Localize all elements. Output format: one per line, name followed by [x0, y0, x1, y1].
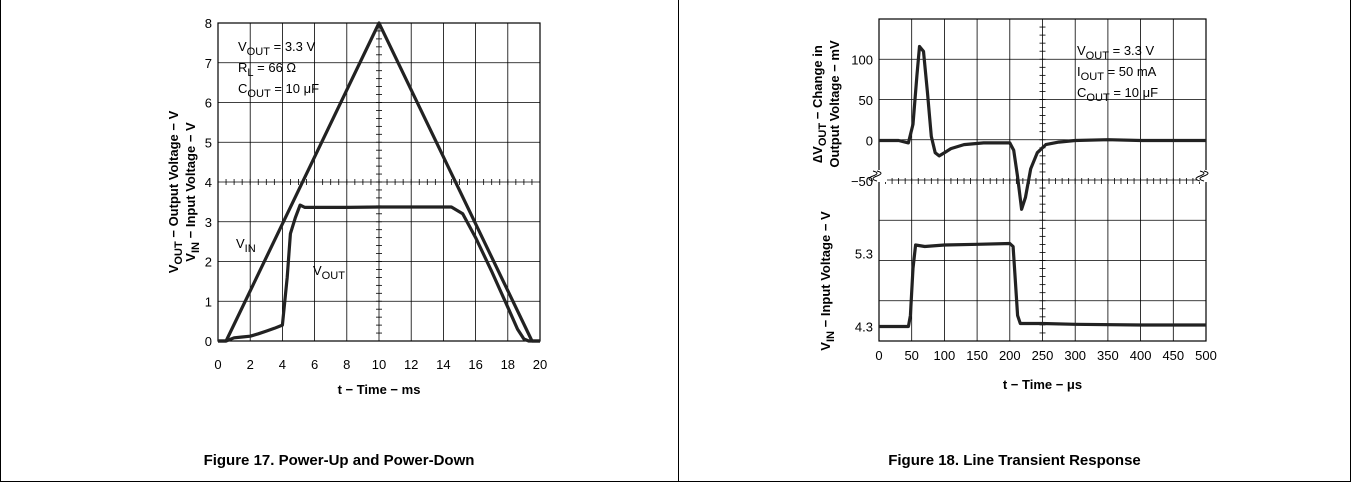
x-tick-label: 10: [372, 357, 386, 372]
x-tick-label: 200: [999, 348, 1021, 363]
x-tick-label: 20: [533, 357, 547, 372]
y-tick-label-top: −50: [851, 174, 873, 189]
x-tick-label: 400: [1130, 348, 1152, 363]
y-tick-label: 0: [205, 334, 212, 349]
x-tick-label: 8: [343, 357, 350, 372]
vin-line: [879, 241, 1206, 329]
x-tick-label: 350: [1097, 348, 1119, 363]
bottom-y-axis-label-text: VIN − Input Voltage − V: [818, 211, 837, 351]
x-tick-label: 300: [1064, 348, 1086, 363]
y-tick-label: 4: [205, 175, 212, 190]
x-tick-label: 250: [1032, 348, 1054, 363]
figure-17-caption: Figure 17. Power-Up and Power-Down: [203, 452, 475, 469]
x-tick-label: 14: [436, 357, 450, 372]
x-tick-label: 12: [404, 357, 418, 372]
x-tick-label: 50: [904, 348, 918, 363]
annotation: COUT = 10 μF: [238, 81, 319, 100]
y-tick-label-bottom: 5.3: [855, 247, 873, 262]
y-tick-label-top: 100: [851, 53, 873, 68]
y-tick-label: 3: [205, 215, 212, 230]
vout-line: [218, 203, 540, 343]
x-tick-label: 16: [468, 357, 482, 372]
figure-17-frame: [0, 0, 678, 482]
axis-break-mark: [872, 170, 882, 182]
x-tick-label: 450: [1162, 348, 1184, 363]
series-label-vin: VIN: [236, 236, 256, 255]
top-y-axis-label-line1: ∆VOUT − Change in: [810, 45, 829, 163]
annotation: COUT = 10 μF: [1077, 85, 1158, 104]
y-axis-label-line2: VIN − Input Voltage − V: [183, 122, 202, 262]
axis-break-mark: [1195, 170, 1205, 182]
x-tick-label: 18: [501, 357, 515, 372]
y-tick-label-bottom: 4.3: [855, 319, 873, 334]
x-tick-label: 0: [875, 348, 882, 363]
y-tick-label: 1: [205, 294, 212, 309]
delta-vout-line: [879, 44, 1206, 211]
x-axis-label: t − Time − μs: [1003, 377, 1082, 392]
y-tick-label-top: 0: [866, 134, 873, 149]
y-axis-label-line1: VOUT − Output Voltage − V: [166, 110, 185, 273]
figure-18-caption: Figure 18. Line Transient Response: [888, 452, 1141, 469]
y-tick-label: 2: [205, 255, 212, 270]
x-tick-label: 6: [311, 357, 318, 372]
axis-break-mask: [1198, 170, 1214, 182]
x-tick-label: 4: [279, 357, 286, 372]
y-tick-label-top: 50: [859, 93, 873, 108]
annotation: VOUT = 3.3 V: [1077, 43, 1154, 62]
annotation: RL = 66 Ω: [238, 60, 296, 79]
top-y-axis-label-line2: Output Voltage − mV: [827, 40, 842, 168]
y-tick-label: 6: [205, 96, 212, 111]
series-label-vout: VOUT: [313, 263, 345, 282]
x-axis-label: t − Time − ms: [338, 382, 421, 397]
y-tick-label: 7: [205, 56, 212, 71]
annotation: IOUT = 50 mA: [1077, 64, 1157, 83]
x-tick-label: 500: [1195, 348, 1217, 363]
axis-break-mark: [1199, 170, 1209, 182]
axis-break-mask: [871, 170, 887, 182]
x-tick-label: 2: [247, 357, 254, 372]
x-tick-label: 100: [934, 348, 956, 363]
x-tick-label: 0: [214, 357, 221, 372]
y-tick-label: 5: [205, 135, 212, 150]
y-tick-label: 8: [205, 16, 212, 31]
annotation: VOUT = 3.3 V: [238, 39, 315, 58]
x-tick-label: 150: [966, 348, 988, 363]
top-y-axis-label: ∆VOUT − Change in Output Voltage − mV: [810, 40, 842, 168]
figure-18-chart: 0 50 100 150 200 250 300 350 400 450 500 −50 0 50 100 4…: [810, 18, 1217, 392]
bottom-y-axis-label: VIN − Input Voltage − V: [818, 211, 837, 351]
axis-break-mark: [868, 170, 878, 182]
